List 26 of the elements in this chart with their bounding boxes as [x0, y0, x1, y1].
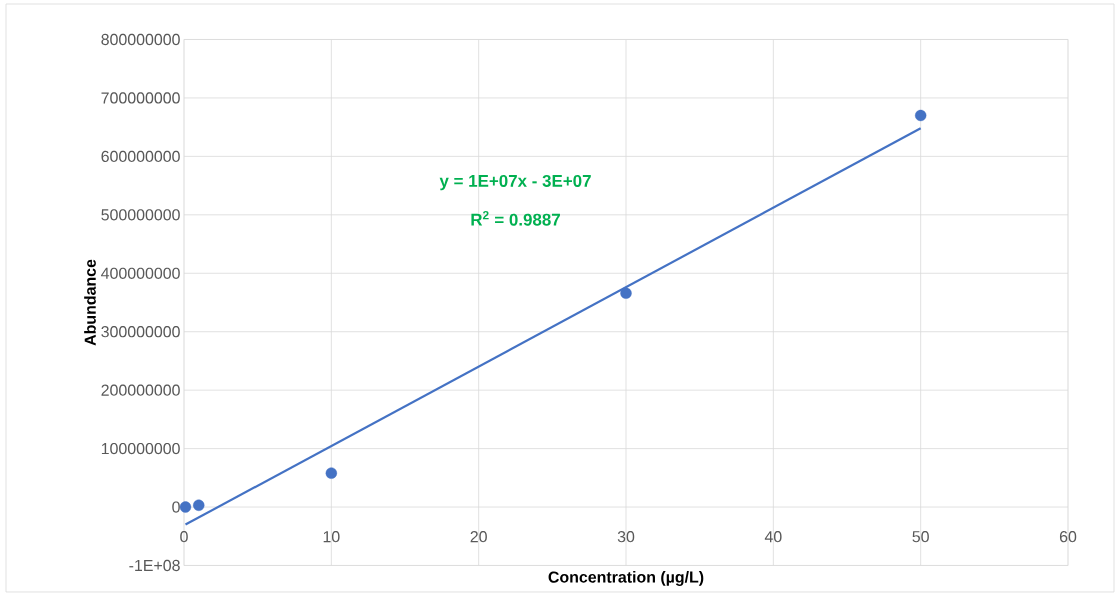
annotation: y = 1E+07x - 3E+07 [439, 174, 591, 191]
y-axis-title: Abundance [84, 259, 96, 346]
point [325, 467, 338, 479]
y-tick-label: 100000000 [101, 442, 180, 455]
x-tick-label: 60 [1059, 531, 1077, 543]
y-tick-label: -1E+08 [129, 559, 180, 572]
x-axis-title: Concentration (µg/L) [548, 571, 704, 586]
y-tick-label: 200000000 [101, 384, 180, 396]
x-tick-label: 30 [617, 531, 635, 543]
point [179, 501, 192, 513]
x-tick-label: 10 [323, 531, 340, 543]
point [620, 287, 632, 299]
y-tick-label: 700000000 [101, 92, 180, 104]
y-tick-label: 0 [172, 501, 180, 513]
point [915, 109, 927, 122]
y-tick-label: 300000000 [101, 326, 180, 338]
x-tick-label: 40 [764, 531, 782, 543]
x-tick-label: 0 [180, 531, 188, 543]
y-tick-label: 500000000 [101, 209, 180, 221]
y-tick-label: 400000000 [101, 267, 180, 279]
y-tick-label: 600000000 [101, 150, 180, 163]
x-tick-label: 20 [470, 531, 487, 543]
y-tick-label: 800000000 [101, 33, 180, 46]
x-tick-label: 50 [912, 531, 929, 543]
point [193, 499, 205, 511]
annotation: R$^{2}$ = 0.9887 [471, 210, 560, 226]
